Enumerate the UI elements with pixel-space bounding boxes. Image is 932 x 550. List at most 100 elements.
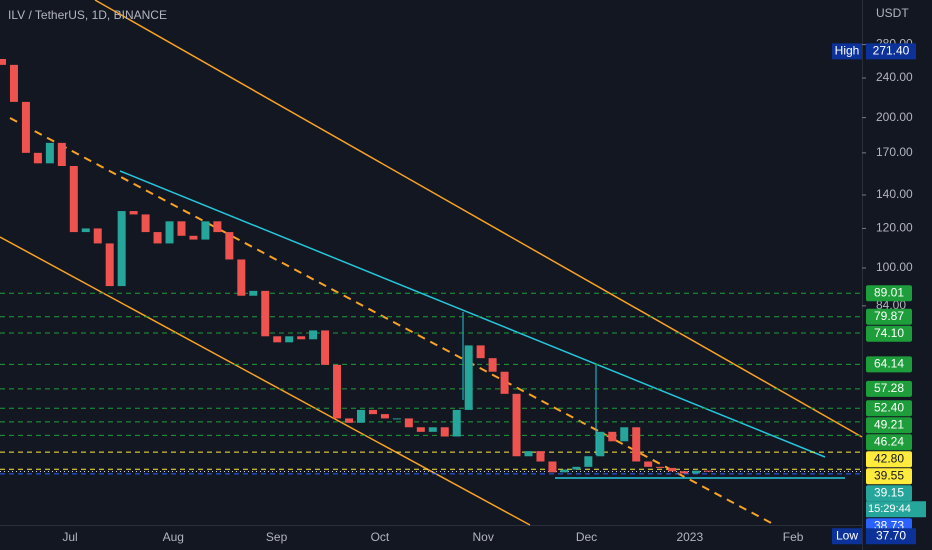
- candle-body: [452, 409, 461, 437]
- x-tick-label: Jul: [62, 530, 77, 544]
- candle-body: [464, 345, 473, 410]
- candle-body: [237, 259, 246, 296]
- badge-value-bg: [866, 43, 916, 60]
- x-tick-label: Sep: [266, 530, 288, 544]
- price-label: 64.14: [874, 357, 904, 371]
- candle-body: [9, 64, 18, 102]
- price-label-bg: [866, 308, 912, 325]
- price-label: 57.28: [874, 381, 904, 395]
- badge-name: High: [835, 44, 860, 58]
- candle-body: [440, 427, 449, 437]
- candle-body: [620, 427, 629, 442]
- y-tick-label: 200.00: [876, 110, 913, 124]
- price-label: 74.10: [874, 326, 904, 340]
- chart-title: ILV / TetherUS, 1D, BINANCE: [8, 8, 167, 22]
- candle-body: [129, 211, 138, 215]
- candle-body: [644, 461, 653, 467]
- candle-body: [632, 427, 641, 462]
- candle-body: [249, 290, 258, 296]
- candle-body: [273, 336, 282, 343]
- candle-body: [177, 221, 186, 236]
- candle-body: [225, 232, 234, 260]
- drawings: [0, 0, 863, 526]
- y-tick-label: 170.00: [876, 145, 913, 159]
- candle-body: [656, 466, 665, 468]
- x-tick-label: 2023: [676, 530, 703, 544]
- channel-mid: [9, 117, 776, 526]
- candle-body: [680, 471, 689, 474]
- price-label: 52.40: [874, 400, 904, 414]
- candle-body: [93, 228, 102, 244]
- candle-body: [488, 358, 497, 372]
- candle-body: [345, 418, 354, 423]
- y-tick-label: 100.00: [876, 260, 913, 274]
- channel-line: [94, 0, 863, 438]
- candle-body: [213, 221, 222, 233]
- x-tick-label: Feb: [783, 530, 804, 544]
- price-label-bg: [866, 400, 912, 417]
- y-tick-label: 240.00: [876, 70, 913, 84]
- badge-value-bg: [866, 528, 916, 545]
- x-tick-label: Oct: [371, 530, 390, 544]
- candle-body: [333, 364, 342, 419]
- price-label-bg: [866, 468, 912, 485]
- candle-body: [21, 101, 30, 153]
- y-tick-label: 140.00: [876, 187, 913, 201]
- candle-body: [380, 414, 389, 419]
- badge-name: Low: [836, 528, 858, 542]
- candle-body: [692, 470, 701, 474]
- candle-body: [536, 451, 545, 462]
- badge-value: 37.70: [876, 528, 906, 542]
- y-tick-label: 84.00: [876, 298, 906, 312]
- y-tick-label: 120.00: [876, 221, 913, 235]
- candle-body: [285, 336, 294, 343]
- price-label-bg: [866, 325, 912, 342]
- candle-body: [33, 152, 42, 164]
- candle-body: [356, 409, 365, 423]
- price-label: 79.87: [874, 309, 904, 323]
- candle-body: [560, 469, 569, 473]
- price-label-bg: [866, 380, 912, 397]
- candle-body: [404, 418, 413, 428]
- candle-body: [584, 456, 593, 467]
- badge-name-bg: [832, 528, 862, 545]
- candle-body: [428, 427, 437, 432]
- candle-body: [524, 451, 533, 457]
- candle-body: [81, 228, 90, 233]
- price-label: 46.24: [874, 434, 904, 448]
- candle-body: [416, 427, 425, 432]
- candle-body: [512, 393, 521, 457]
- candle-body: [297, 336, 306, 340]
- candle-body: [572, 466, 581, 470]
- candle-body: [0, 58, 6, 65]
- price-label-bg: [866, 451, 912, 468]
- x-tick-label: Dec: [576, 530, 597, 544]
- candle-body: [165, 221, 174, 244]
- trend-line: [119, 170, 826, 458]
- candle-body: [45, 142, 54, 164]
- price-label: 42.80: [874, 451, 904, 465]
- candle-body: [368, 409, 377, 415]
- candle-body: [309, 330, 318, 340]
- candle-body: [69, 166, 78, 233]
- channel-line: [0, 236, 531, 526]
- currency: USDT: [876, 6, 909, 20]
- price-label: 39.15: [874, 485, 904, 499]
- badge-name-bg: [832, 43, 862, 60]
- candle-body: [668, 467, 677, 472]
- candle-body: [141, 214, 150, 233]
- price-label-bg: [866, 485, 912, 502]
- candle-body: [608, 431, 617, 442]
- price-label: 49.21: [874, 417, 904, 431]
- candle-body: [704, 470, 712, 472]
- x-tick-label: Nov: [473, 530, 494, 544]
- price-label-bg: [866, 417, 912, 434]
- candle-body: [500, 371, 509, 394]
- price-label-bg: [866, 434, 912, 451]
- price-label: 89.01: [874, 285, 904, 299]
- candle-body: [201, 221, 210, 240]
- x-tick-label: Aug: [163, 530, 184, 544]
- candle-body: [153, 232, 162, 244]
